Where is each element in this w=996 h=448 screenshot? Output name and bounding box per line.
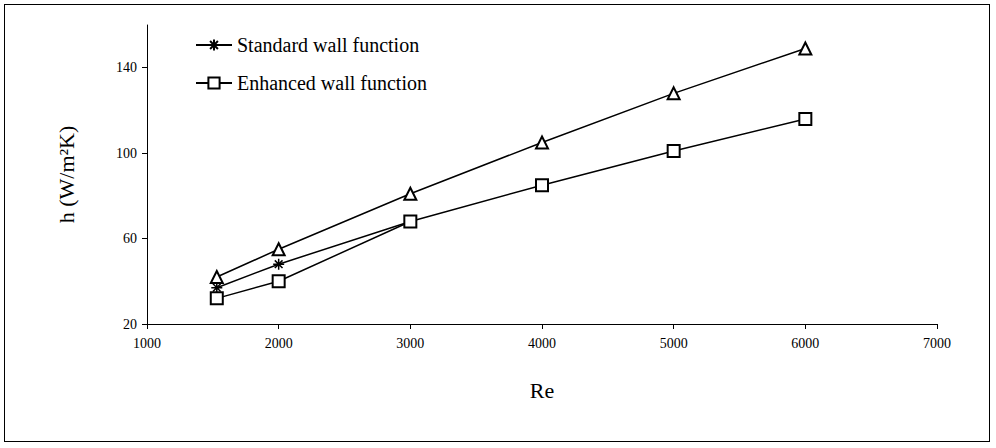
- svg-text:3000: 3000: [396, 336, 424, 351]
- svg-text:Enhanced wall function: Enhanced wall function: [237, 72, 427, 94]
- svg-text:2000: 2000: [265, 336, 293, 351]
- svg-text:Re: Re: [530, 378, 554, 403]
- svg-text:4000: 4000: [528, 336, 556, 351]
- svg-text:5000: 5000: [660, 336, 688, 351]
- svg-text:6000: 6000: [791, 336, 819, 351]
- svg-text:140: 140: [116, 60, 137, 75]
- svg-text:1000: 1000: [133, 336, 161, 351]
- svg-text:20: 20: [123, 317, 137, 332]
- svg-text:100: 100: [116, 146, 137, 161]
- svg-text:7000: 7000: [923, 336, 951, 351]
- svg-text:60: 60: [123, 231, 137, 246]
- svg-text:Standard wall function: Standard wall function: [237, 34, 419, 56]
- svg-text:h (W/m²K): h (W/m²K): [54, 126, 79, 224]
